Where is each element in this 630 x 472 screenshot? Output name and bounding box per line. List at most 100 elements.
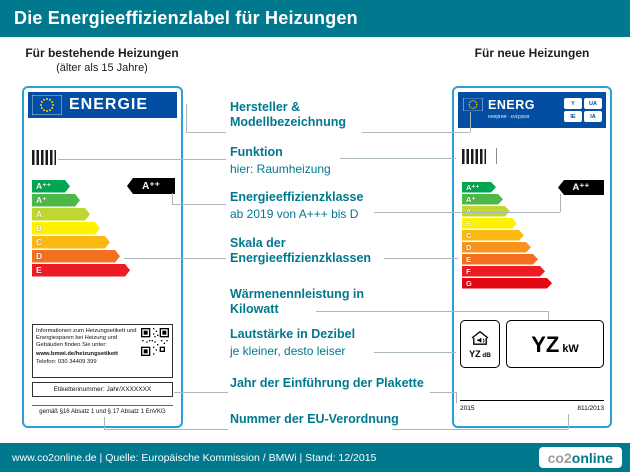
annotation-title: Lautstärke in Dezibel [230,327,356,341]
heat-output-value: YZ [531,332,560,357]
connector-line [186,132,226,133]
function-row [462,148,497,164]
connector-line [548,311,549,320]
co2online-logo: co2 online [538,447,622,468]
connector-line [374,212,560,213]
connector-line [374,352,456,353]
noise-level-box: YZ dB [460,320,500,368]
annotation-eu-regulation: Nummer der EU-Verordnung [230,412,460,427]
footer-source-text: www.co2online.de | Quelle: Europäische K… [12,451,377,464]
supplier-model-badges: Y UA IE IA [564,98,602,122]
energy-class-scale: A⁺⁺A⁺ABCDEFG [462,182,552,289]
qr-code-icon [141,328,169,356]
indicator-class-text: A⁺⁺ [572,182,590,193]
energy-class-scale: A⁺⁺ A⁺ A B C D E [32,180,130,277]
info-text: Informationen zum Heizungsetikett und En… [36,328,137,348]
label-number: Etikettennummer: Jahr/XXXXXXX [32,382,173,397]
label-brand: ENERG [488,98,535,112]
label-bottom-row: 2015 811/2013 [460,400,604,412]
function-divider [496,148,497,164]
logo-part-co2: co2 [547,449,572,466]
energy-class-arrow-1: A⁺⁺ [462,182,496,193]
right-column-heading: Für neue Heizungen [452,46,612,60]
annotation-introduction-year: Jahr der Einführung der Plakette [230,376,460,391]
heat-output-box: YZ kW [506,320,604,368]
annotation-subtitle: je kleiner, desto leiser [230,344,346,358]
energy-class-arrow-7: E [32,264,130,277]
badge: UA [584,98,602,109]
page-title: Die Energieeffizienzlabel für Heizungen [14,8,358,28]
noise-value: YZ [469,348,481,359]
noise-value-line: YZ dB [469,349,491,359]
left-column-heading: Für bestehende Heizungen (älter als 15 J… [12,46,192,74]
annotation-manufacturer: Hersteller & Modellbezeichnung [230,100,390,130]
label-header: ENERGIE [28,92,177,118]
energy-class-arrow-2: A⁺ [462,194,503,205]
energy-label-existing: ENERGIE A⁺⁺ A⁺ A B C D E A⁺⁺ Informationen zum… [22,86,183,428]
annotation-heat-output: Wärmenennleistung in Kilowatt [230,287,380,317]
noise-unit: dB [482,351,491,359]
label-header: ENERG енергия · ενέργεια Y UA IE IA [458,92,606,128]
energy-class-arrow-6: D [32,250,120,263]
energy-class-arrow-6: D [462,242,531,253]
annotation-subtitle: ab 2019 von A+++ bis D [230,207,359,221]
left-subheading: (älter als 15 Jahre) [56,62,148,74]
connector-line [172,204,226,205]
annotation-title: Energieeffizienzklasse [230,190,364,204]
legal-note: gemäß §16 Absatz 1 und § 17 Absatz 1 EnV… [32,405,173,415]
energy-class-arrow-4: B [462,218,517,229]
annotation-subtitle: hier: Raumheizung [230,162,331,176]
connector-line [104,417,105,429]
energy-class-arrow-1: A⁺⁺ [32,180,70,193]
connector-line [392,429,568,430]
indicator-class-text: A⁺⁺ [142,180,160,192]
right-heading: Für neue Heizungen [474,46,590,60]
connector-line [58,159,226,160]
connector-line [174,392,228,393]
left-heading: Für bestehende Heizungen [25,46,179,60]
annotation-title: Hersteller & Modellbezeichnung [230,100,346,129]
connector-line [186,104,187,132]
badge: Y [564,98,582,109]
footer-bar: www.co2online.de | Quelle: Europäische K… [0,443,630,472]
connector-line [104,429,228,430]
annotation-title: Jahr der Einführung der Plakette [230,376,424,390]
eu-flag-icon [32,95,62,115]
connector-line [456,392,457,403]
energy-class-arrow-9: G [462,278,552,289]
house-sound-icon [471,330,489,345]
energy-class-arrow-3: A [462,206,510,217]
badge: IE [564,111,582,122]
energy-label-new: ENERG енергия · ενέργεια Y UA IE IA A⁺⁺ A… [452,86,612,428]
info-box-text: Informationen zum Heizungsetikett und En… [36,328,138,374]
connector-line [124,258,226,259]
energy-class-arrow-8: F [462,266,545,277]
connector-line [172,193,173,204]
annotation-title: Nummer der EU-Verordnung [230,412,399,426]
annotation-title: Skala der Energieeffizienzklassen [230,236,372,265]
label-brand-block: ENERG енергия · ενέργεια [488,98,535,120]
label-brand: ENERGIE [69,96,149,113]
annotation-function: Funktion hier: Raumheizung [230,145,430,177]
logo-part-online: online [571,449,613,466]
regulation-number: 811/2013 [577,405,604,412]
energy-class-arrow-3: A [32,208,90,221]
connector-line [560,194,561,212]
energy-class-arrow-5: C [462,230,524,241]
header-bar: Die Energieeffizienzlabel für Heizungen [0,0,630,37]
energy-class-arrow-7: E [462,254,538,265]
energy-class-arrow-4: B [32,222,100,235]
connector-line [384,258,458,259]
info-url: www.bmwi.de/heizungsetikett [36,351,118,357]
label-brand-subtitle: енергия · ενέργεια [488,114,530,120]
connector-line [362,132,470,133]
eu-flag-icon [463,98,483,111]
badge: IA [584,111,602,122]
annotation-title: Funktion [230,145,283,159]
info-box: Informationen zum Heizungsetikett und En… [32,324,173,378]
efficiency-class-indicator: A⁺⁺ [127,178,175,194]
annotation-efficiency-class: Energieeffizienzklasse ab 2019 von A+++ … [230,190,430,222]
connector-line [340,158,456,159]
info-phone: Telefon: 030 34409 399 [36,359,97,365]
